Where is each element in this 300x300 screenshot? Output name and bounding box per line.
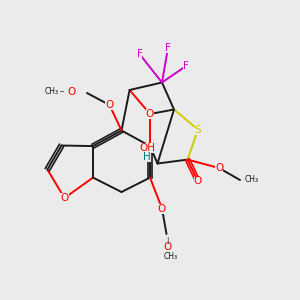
Text: CH₃: CH₃ bbox=[44, 87, 59, 96]
Text: OH: OH bbox=[139, 142, 155, 153]
Text: CH₃: CH₃ bbox=[245, 176, 259, 184]
Text: O: O bbox=[68, 86, 76, 97]
Text: –: – bbox=[60, 87, 64, 96]
Text: O: O bbox=[215, 163, 223, 173]
Text: O: O bbox=[60, 193, 69, 203]
Text: O: O bbox=[158, 203, 166, 214]
Text: H: H bbox=[143, 152, 151, 162]
Text: |: | bbox=[166, 236, 168, 244]
Text: F: F bbox=[136, 49, 142, 59]
Text: O: O bbox=[194, 176, 202, 187]
Text: CH₃: CH₃ bbox=[164, 252, 178, 261]
Text: O: O bbox=[163, 242, 171, 253]
Text: O: O bbox=[146, 109, 154, 119]
Text: S: S bbox=[195, 124, 201, 135]
Text: O: O bbox=[105, 100, 114, 110]
Text: F: F bbox=[165, 43, 171, 53]
Text: F: F bbox=[183, 61, 189, 71]
